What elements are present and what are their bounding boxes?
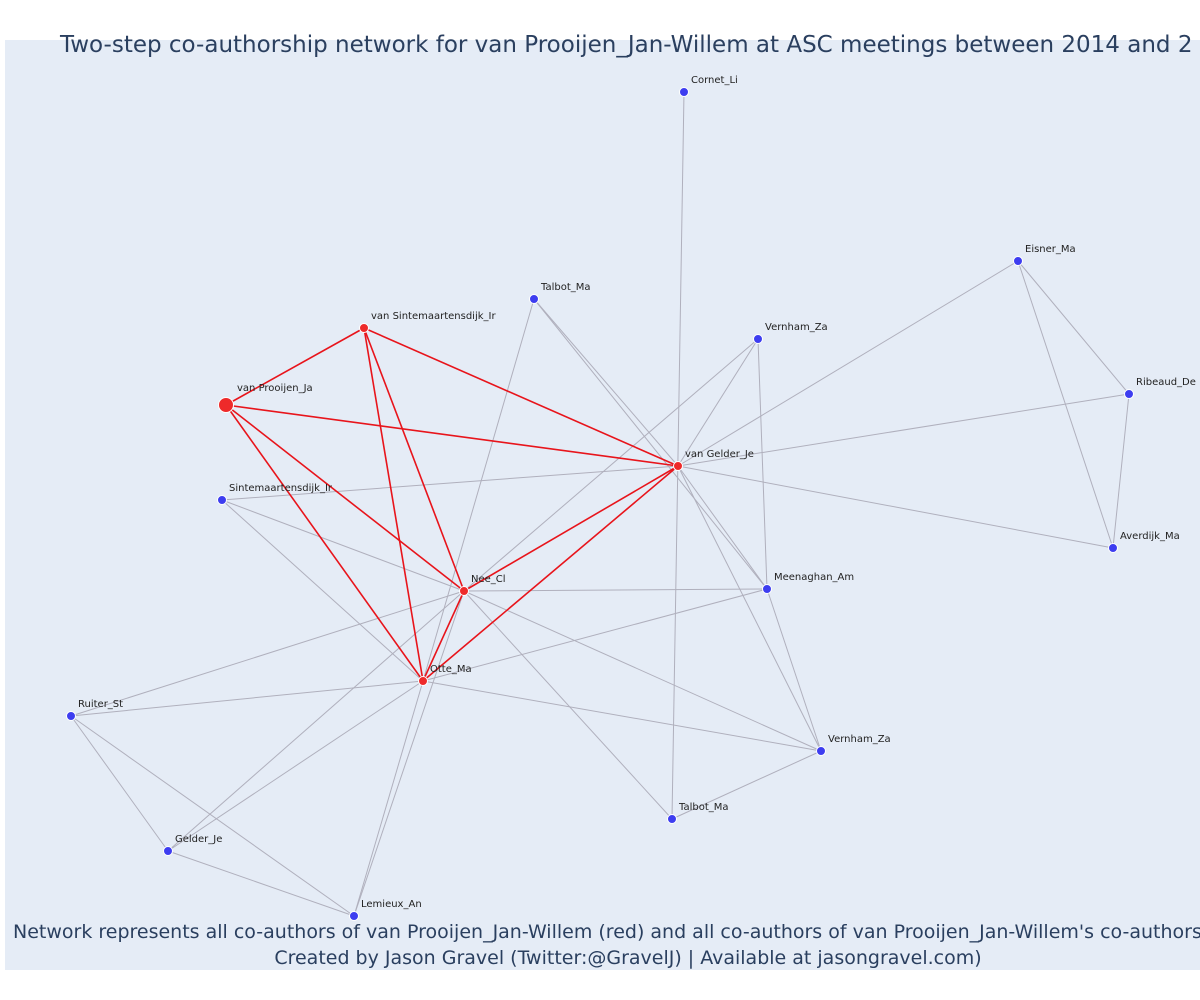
node xyxy=(359,323,369,333)
node xyxy=(529,294,539,304)
node xyxy=(459,586,469,596)
edge-ego xyxy=(225,404,424,682)
edge xyxy=(70,715,169,852)
edge-ego xyxy=(225,404,465,592)
edge xyxy=(463,588,768,592)
edge xyxy=(766,588,822,752)
edge-ego xyxy=(463,465,679,592)
edge xyxy=(533,298,768,590)
node xyxy=(667,814,677,824)
edge xyxy=(221,499,424,682)
node xyxy=(1013,256,1023,266)
node-label: Talbot_Ma xyxy=(540,282,591,293)
node-label: Vernham_Za xyxy=(828,734,891,745)
edge xyxy=(70,680,424,717)
edge xyxy=(463,590,822,752)
edge xyxy=(671,91,685,820)
edge-ego xyxy=(422,590,465,682)
node-label: Ruiter_St xyxy=(78,699,123,710)
edge xyxy=(677,260,1019,467)
node xyxy=(218,397,234,413)
node xyxy=(1124,389,1134,399)
edge xyxy=(167,850,355,917)
node xyxy=(163,846,173,856)
edge xyxy=(422,680,822,752)
node-label: van Sintemaartensdijk_Ir xyxy=(371,311,496,322)
edge xyxy=(1017,260,1130,395)
edge-ego xyxy=(363,327,424,682)
node-label: Cornet_Li xyxy=(691,75,738,86)
plot-background xyxy=(5,40,1200,970)
edge xyxy=(671,750,822,820)
node xyxy=(66,711,76,721)
node-label: van Gelder_Je xyxy=(685,449,754,460)
edge xyxy=(353,590,465,917)
edge xyxy=(677,338,759,467)
edge xyxy=(70,590,465,717)
edge-ego xyxy=(225,327,365,406)
node-label: Vernham_Za xyxy=(765,322,828,333)
edge xyxy=(463,338,759,592)
node-label: Meenaghan_Am xyxy=(774,572,854,583)
node-label: Talbot_Ma xyxy=(678,802,729,813)
node xyxy=(418,676,428,686)
edge xyxy=(1112,393,1130,549)
edge xyxy=(422,588,768,682)
edge xyxy=(221,499,465,592)
node xyxy=(1108,543,1118,553)
edges xyxy=(70,91,1130,917)
edge-ego xyxy=(363,327,465,592)
edge xyxy=(463,590,673,820)
node-label: Nee_Cl xyxy=(471,574,506,585)
edge xyxy=(422,298,535,682)
edge xyxy=(70,715,355,917)
footer-line: Created by Jason Gravel (Twitter:@Gravel… xyxy=(274,947,981,969)
node xyxy=(217,495,227,505)
edge xyxy=(533,298,679,467)
edge-ego xyxy=(363,327,679,467)
edge xyxy=(677,465,822,752)
footer-line: Network represents all co-authors of van… xyxy=(13,921,1200,943)
nodes: van Prooijen_Ja van Sintemaartensdijk_Irv… xyxy=(66,75,1196,921)
title: Two-step co-authorship network for van P… xyxy=(59,32,1192,58)
edge xyxy=(677,465,1114,549)
node-label: Eisner_Ma xyxy=(1025,244,1076,255)
edge-ego xyxy=(225,404,679,467)
node-label: van Prooijen_Ja xyxy=(237,383,313,394)
edge xyxy=(677,465,768,590)
node xyxy=(762,584,772,594)
edge xyxy=(677,393,1130,467)
node xyxy=(816,746,826,756)
node-label: Lemieux_An xyxy=(361,899,422,910)
node xyxy=(349,911,359,921)
node-label: Ribeaud_De xyxy=(1136,377,1196,388)
node-label: Sintemaartensdijk_Ir xyxy=(229,483,333,494)
edge-ego xyxy=(422,465,679,682)
edge xyxy=(221,465,679,501)
node-label: Gelder_Je xyxy=(175,834,222,845)
node xyxy=(673,461,683,471)
edge xyxy=(167,680,424,852)
node-label: Averdijk_Ma xyxy=(1120,531,1180,542)
edge xyxy=(353,680,424,917)
edge xyxy=(757,338,768,590)
node-label: Otte_Ma xyxy=(430,664,472,675)
node xyxy=(679,87,689,97)
node xyxy=(753,334,763,344)
